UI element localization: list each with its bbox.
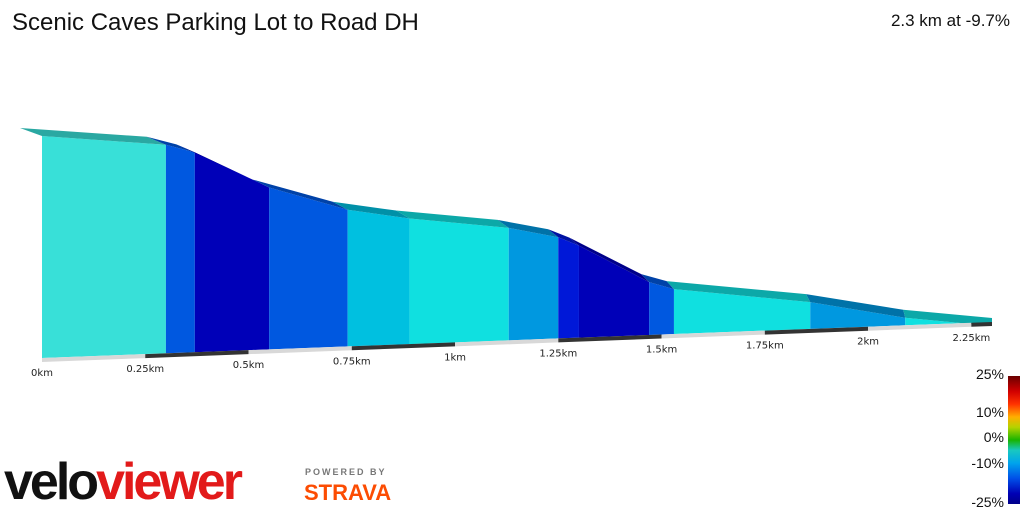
axis-band [42,354,146,362]
gradient-segment [409,218,509,345]
distance-tick-label: 1.75km [746,341,784,352]
distance-tick-label: 2km [857,337,879,348]
logo-viewer: viewer [96,453,243,511]
legend-label-10: 10% [975,404,1004,420]
axis-band [868,322,972,331]
logo-velo: velo [4,453,99,511]
gradient-segment [42,136,166,358]
distance-tick-labels: 0km 0.25km 0.5km 0.75km 1km 1.25km 1.5km 1.75km… [31,333,990,379]
segment-top-surface [548,229,579,246]
distance-tick-label: 1km [444,352,466,363]
legend-label-25: 25% [975,366,1004,382]
page-title: Scenic Caves Parking Lot to Road DH [12,9,419,36]
legend-label-0: 0% [983,429,1004,445]
axis-band [764,326,869,335]
segment-top-surface [20,128,166,145]
segment-top-surface [641,274,674,290]
gradient-segment [508,227,559,341]
distance-tick-label: 1.25km [539,348,577,359]
gradient-segment [269,187,348,350]
segment-top-surface [146,136,195,153]
gradient-segment [810,302,906,329]
strava-logo: STRAVA [304,480,392,505]
distance-tick-label: 0.5km [233,360,264,371]
gradient-segment [649,282,674,335]
segment-top-surface [569,237,650,283]
gradient-legend: 25% 10% 0% -10% -25% [934,366,1024,512]
powered-by-label: POWERED BY [305,467,387,477]
distance-tick-label: 2.25km [952,333,990,344]
profile-top-surface [20,128,992,326]
gradient-segment [347,209,410,347]
segment-top-surface [252,179,348,210]
gradient-segments [42,136,992,358]
axis-band [248,346,352,355]
segment-top-surface [497,219,559,238]
segment-top-surface [396,210,509,228]
segment-summary: 2.3 km at -9.7% [890,11,1010,30]
axis-band [145,350,249,359]
gradient-segment [558,237,579,339]
elevation-profile-chart: 0km 0.25km 0.5km 0.75km 1km 1.25km 1.5km 1.75km… [20,128,992,379]
distance-axis [42,322,992,362]
distance-tick-label: 0.25km [126,364,164,375]
axis-band [558,334,662,343]
gradient-segment [673,289,811,335]
segment-top-surface [332,201,410,219]
distance-tick-label: 1.5km [646,345,677,356]
distance-tick-label: 0km [31,368,53,379]
gradient-segment [165,144,195,354]
gradient-segment [578,245,650,338]
distance-tick-label: 0.75km [333,356,371,367]
legend-label-minus-25: -25% [971,494,1004,510]
axis-band [351,342,456,351]
axis-band [455,338,559,347]
gradient-segment [194,152,270,353]
segment-top-surface [903,309,992,326]
segment-top-surface [666,281,811,303]
segment-top-surface [806,294,906,318]
axis-band [661,330,765,339]
axis-band [971,322,992,327]
gradient-color-scale [1008,376,1020,504]
veloviewer-logo: veloviewer [4,452,243,512]
legend-label-minus-10: -10% [971,455,1004,471]
